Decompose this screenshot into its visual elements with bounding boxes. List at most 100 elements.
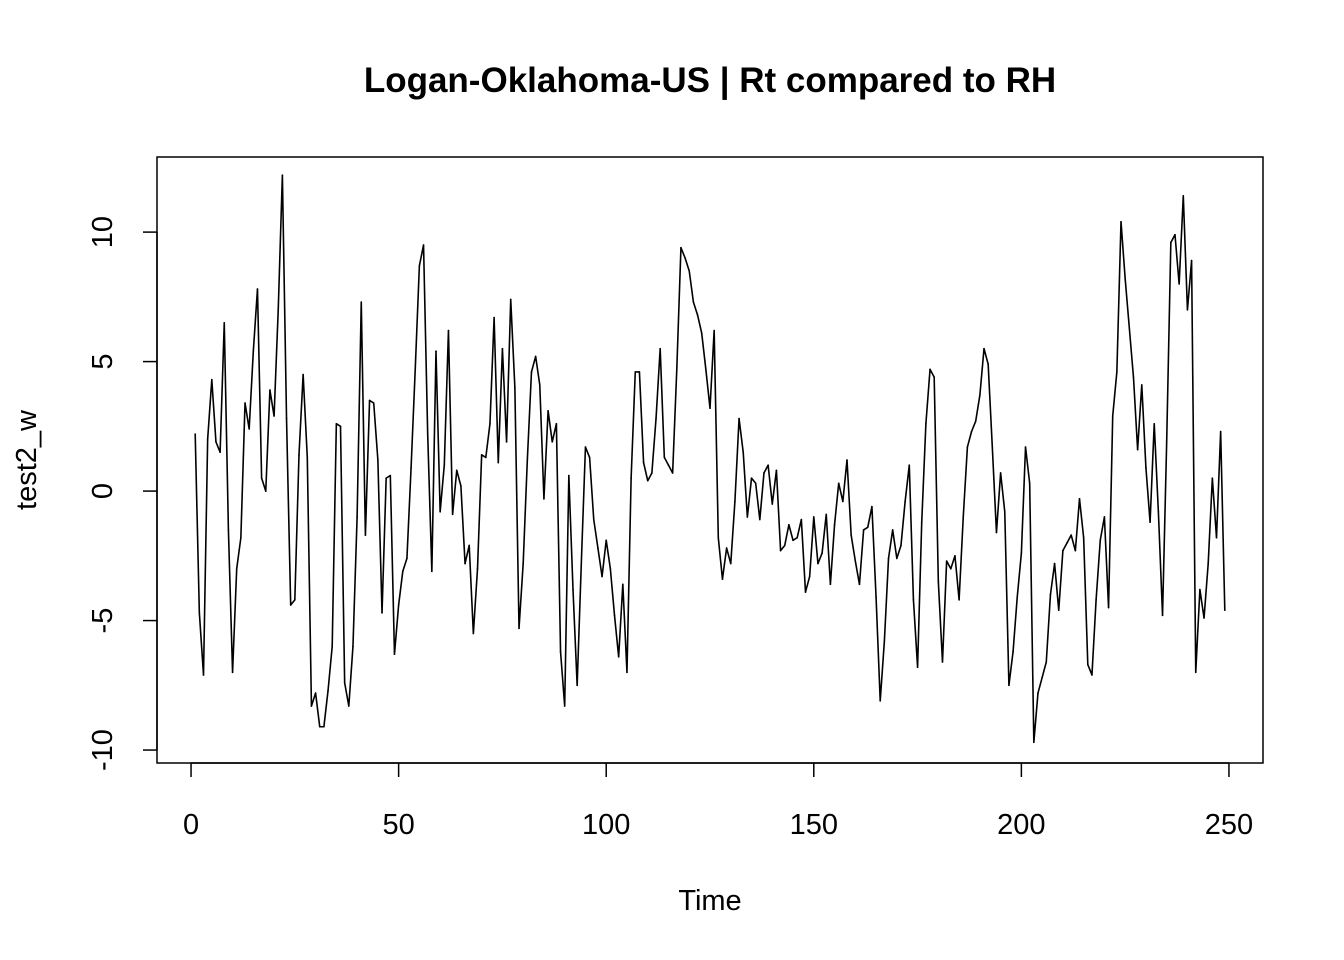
data-point	[1049, 593, 1052, 596]
data-point	[468, 544, 471, 547]
data-point	[779, 549, 782, 552]
data-point	[746, 516, 749, 518]
data-point	[842, 500, 844, 503]
data-point	[966, 446, 969, 448]
data-point	[1066, 542, 1068, 544]
data-point	[1107, 606, 1110, 609]
data-point	[929, 368, 931, 371]
data-point	[526, 459, 529, 461]
data-point	[1116, 371, 1118, 373]
data-point	[352, 645, 354, 648]
data-point	[1103, 516, 1106, 518]
data-point	[800, 518, 803, 521]
data-point	[671, 472, 674, 474]
data-point	[194, 433, 196, 435]
data-point	[916, 666, 919, 668]
x-tick-label: 100	[582, 809, 630, 841]
data-point	[1041, 676, 1043, 679]
data-point	[422, 244, 425, 246]
x-axis-label: Time	[678, 885, 741, 917]
y-axis: -10 -5 0 5 10	[87, 216, 158, 771]
data-point	[954, 555, 956, 557]
data-point	[1165, 441, 1168, 443]
data-point	[609, 567, 612, 570]
y-tick-label: 10	[87, 216, 119, 248]
data-point	[451, 513, 454, 516]
data-point	[987, 363, 989, 365]
data-point	[617, 656, 620, 658]
data-point	[439, 510, 441, 513]
data-point	[538, 384, 541, 386]
data-point	[883, 640, 886, 643]
data-point	[509, 298, 512, 301]
x-tick-label: 50	[382, 809, 414, 841]
data-point	[572, 588, 574, 591]
data-point	[522, 562, 524, 565]
data-point	[264, 490, 267, 492]
data-point	[796, 536, 798, 539]
data-point	[356, 516, 358, 518]
data-point	[950, 567, 952, 570]
data-point	[688, 270, 691, 272]
data-point	[339, 425, 342, 428]
data-point	[659, 347, 661, 350]
data-point	[908, 464, 911, 466]
data-point	[808, 575, 811, 578]
data-point	[925, 422, 927, 425]
data-point	[389, 474, 392, 477]
x-tick-label: 0	[183, 809, 199, 841]
data-point	[431, 570, 433, 573]
data-point	[418, 264, 421, 267]
data-point	[713, 329, 715, 332]
data-point	[327, 689, 329, 692]
data-point	[551, 441, 554, 443]
data-point	[1186, 308, 1189, 311]
data-point	[377, 459, 379, 461]
data-point	[543, 498, 545, 500]
data-point	[1008, 684, 1010, 687]
data-point	[1111, 415, 1114, 417]
data-point	[447, 329, 450, 332]
data-point	[302, 373, 304, 376]
data-point	[294, 599, 296, 601]
data-point	[1128, 327, 1131, 329]
data-point	[1012, 650, 1014, 653]
data-point	[1074, 549, 1077, 552]
data-point	[260, 477, 263, 479]
x-tick-label: 150	[790, 809, 838, 841]
data-point	[705, 368, 707, 371]
data-point	[1132, 376, 1135, 378]
y-tick-label: 5	[87, 354, 119, 370]
data-point	[298, 454, 300, 456]
data-point	[829, 583, 832, 586]
data-point	[767, 464, 769, 466]
data-point	[941, 661, 944, 663]
data-point	[962, 516, 965, 518]
data-point	[738, 417, 740, 420]
data-point	[227, 529, 230, 531]
data-point	[974, 420, 977, 422]
chart-title: Logan-Oklahoma-US | Rt compared to RH	[364, 61, 1056, 100]
data-point	[601, 575, 603, 578]
data-point	[1224, 609, 1226, 612]
data-point	[368, 399, 371, 402]
data-point	[638, 371, 641, 373]
data-point	[771, 503, 774, 505]
data-point	[1182, 195, 1185, 197]
data-point	[684, 257, 686, 259]
data-point	[314, 692, 317, 694]
data-point	[763, 472, 765, 474]
data-point	[1170, 241, 1172, 244]
data-point	[393, 653, 396, 656]
data-point	[700, 332, 703, 334]
data-point	[435, 350, 437, 353]
data-point	[584, 446, 587, 448]
data-point	[256, 288, 259, 290]
data-point	[335, 422, 338, 425]
data-point	[792, 539, 794, 542]
data-point	[485, 456, 487, 459]
data-point	[622, 583, 624, 586]
data-point	[626, 671, 628, 674]
data-point	[460, 485, 462, 487]
data-point	[1190, 259, 1193, 262]
